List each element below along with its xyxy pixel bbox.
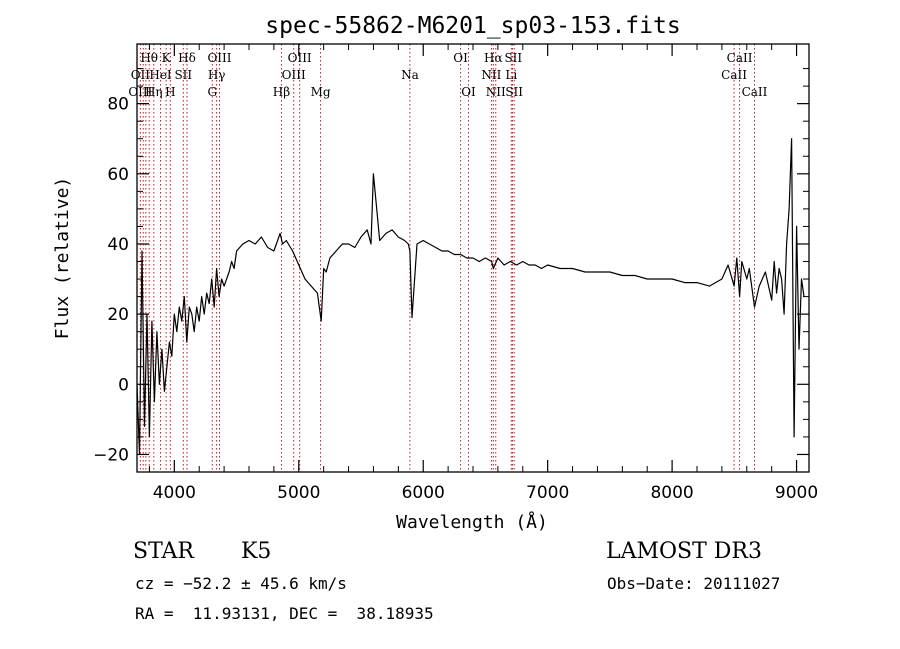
line-label: NII <box>481 68 501 82</box>
emission-line-markers <box>139 44 755 472</box>
line-label: OIII <box>207 51 231 65</box>
y-axis-label: Flux (relative) <box>52 177 73 340</box>
survey-name: LAMOST DR3 <box>606 539 762 564</box>
line-label: Hα <box>484 51 503 65</box>
x-axis-ticks: 4000 5000 6000 7000 8000 9000 <box>148 44 818 503</box>
line-label: Li <box>505 68 517 82</box>
redshift-velocity: cz = −52.2 ± 45.6 km/s <box>135 574 347 593</box>
observation-date: Obs−Date: 20111027 <box>607 574 781 593</box>
line-label: OIII <box>288 51 312 65</box>
line-label: OII <box>131 68 151 82</box>
x-tick-label: 6000 <box>402 483 445 503</box>
y-tick-label: 40 <box>107 235 129 255</box>
x-tick-label: 9000 <box>775 483 818 503</box>
chart-title: spec-55862-M6201_sp03-153.fits <box>265 13 680 39</box>
line-label: Hδ <box>178 51 196 65</box>
line-label: NII <box>486 85 506 99</box>
line-label: Hγ <box>208 68 226 82</box>
y-axis-ticks: −20 0 20 40 60 80 <box>93 68 809 465</box>
x-axis-label: Wavelength (Å) <box>396 511 548 533</box>
y-tick-label: 20 <box>107 305 129 325</box>
line-label: Na <box>401 68 419 82</box>
sky-coordinates: RA = 11.93131, DEC = 38.18935 <box>135 604 434 623</box>
line-label: SII <box>505 85 523 99</box>
x-tick-label: 8000 <box>650 483 693 503</box>
line-label: Hβ <box>273 85 290 99</box>
line-label: CaII <box>721 68 747 82</box>
spectral-subclass: K5 <box>241 539 272 564</box>
line-label: H <box>165 85 175 99</box>
line-label: Mg <box>311 85 331 99</box>
object-class: STAR <box>133 539 194 564</box>
line-label: CaII <box>742 85 768 99</box>
line-label: SII <box>174 68 192 82</box>
y-tick-label: 60 <box>107 165 129 185</box>
emission-line-labels: Hθ OII OIII K HeI Hη SII H Hδ OIII Hγ G OIII OIII Hβ Mg… <box>128 51 767 99</box>
x-tick-label: 7000 <box>526 483 569 503</box>
y-tick-label: 80 <box>107 95 129 115</box>
line-label: OI <box>453 51 468 65</box>
x-tick-label: 4000 <box>153 483 196 503</box>
line-label: CaII <box>727 51 753 65</box>
line-label: OIII <box>128 85 152 99</box>
x-tick-label: 5000 <box>277 483 320 503</box>
line-label: HeI <box>149 68 172 82</box>
line-label: G <box>207 85 217 99</box>
line-label: OI <box>461 85 476 99</box>
line-label: Hθ <box>140 51 158 65</box>
line-label: K <box>162 51 172 65</box>
line-label: Hη <box>145 85 163 99</box>
line-label: SII <box>504 51 522 65</box>
y-tick-label: 0 <box>118 375 129 395</box>
line-label: OIII <box>282 68 306 82</box>
flux-series-line <box>136 138 805 456</box>
y-tick-label: −20 <box>93 445 129 465</box>
